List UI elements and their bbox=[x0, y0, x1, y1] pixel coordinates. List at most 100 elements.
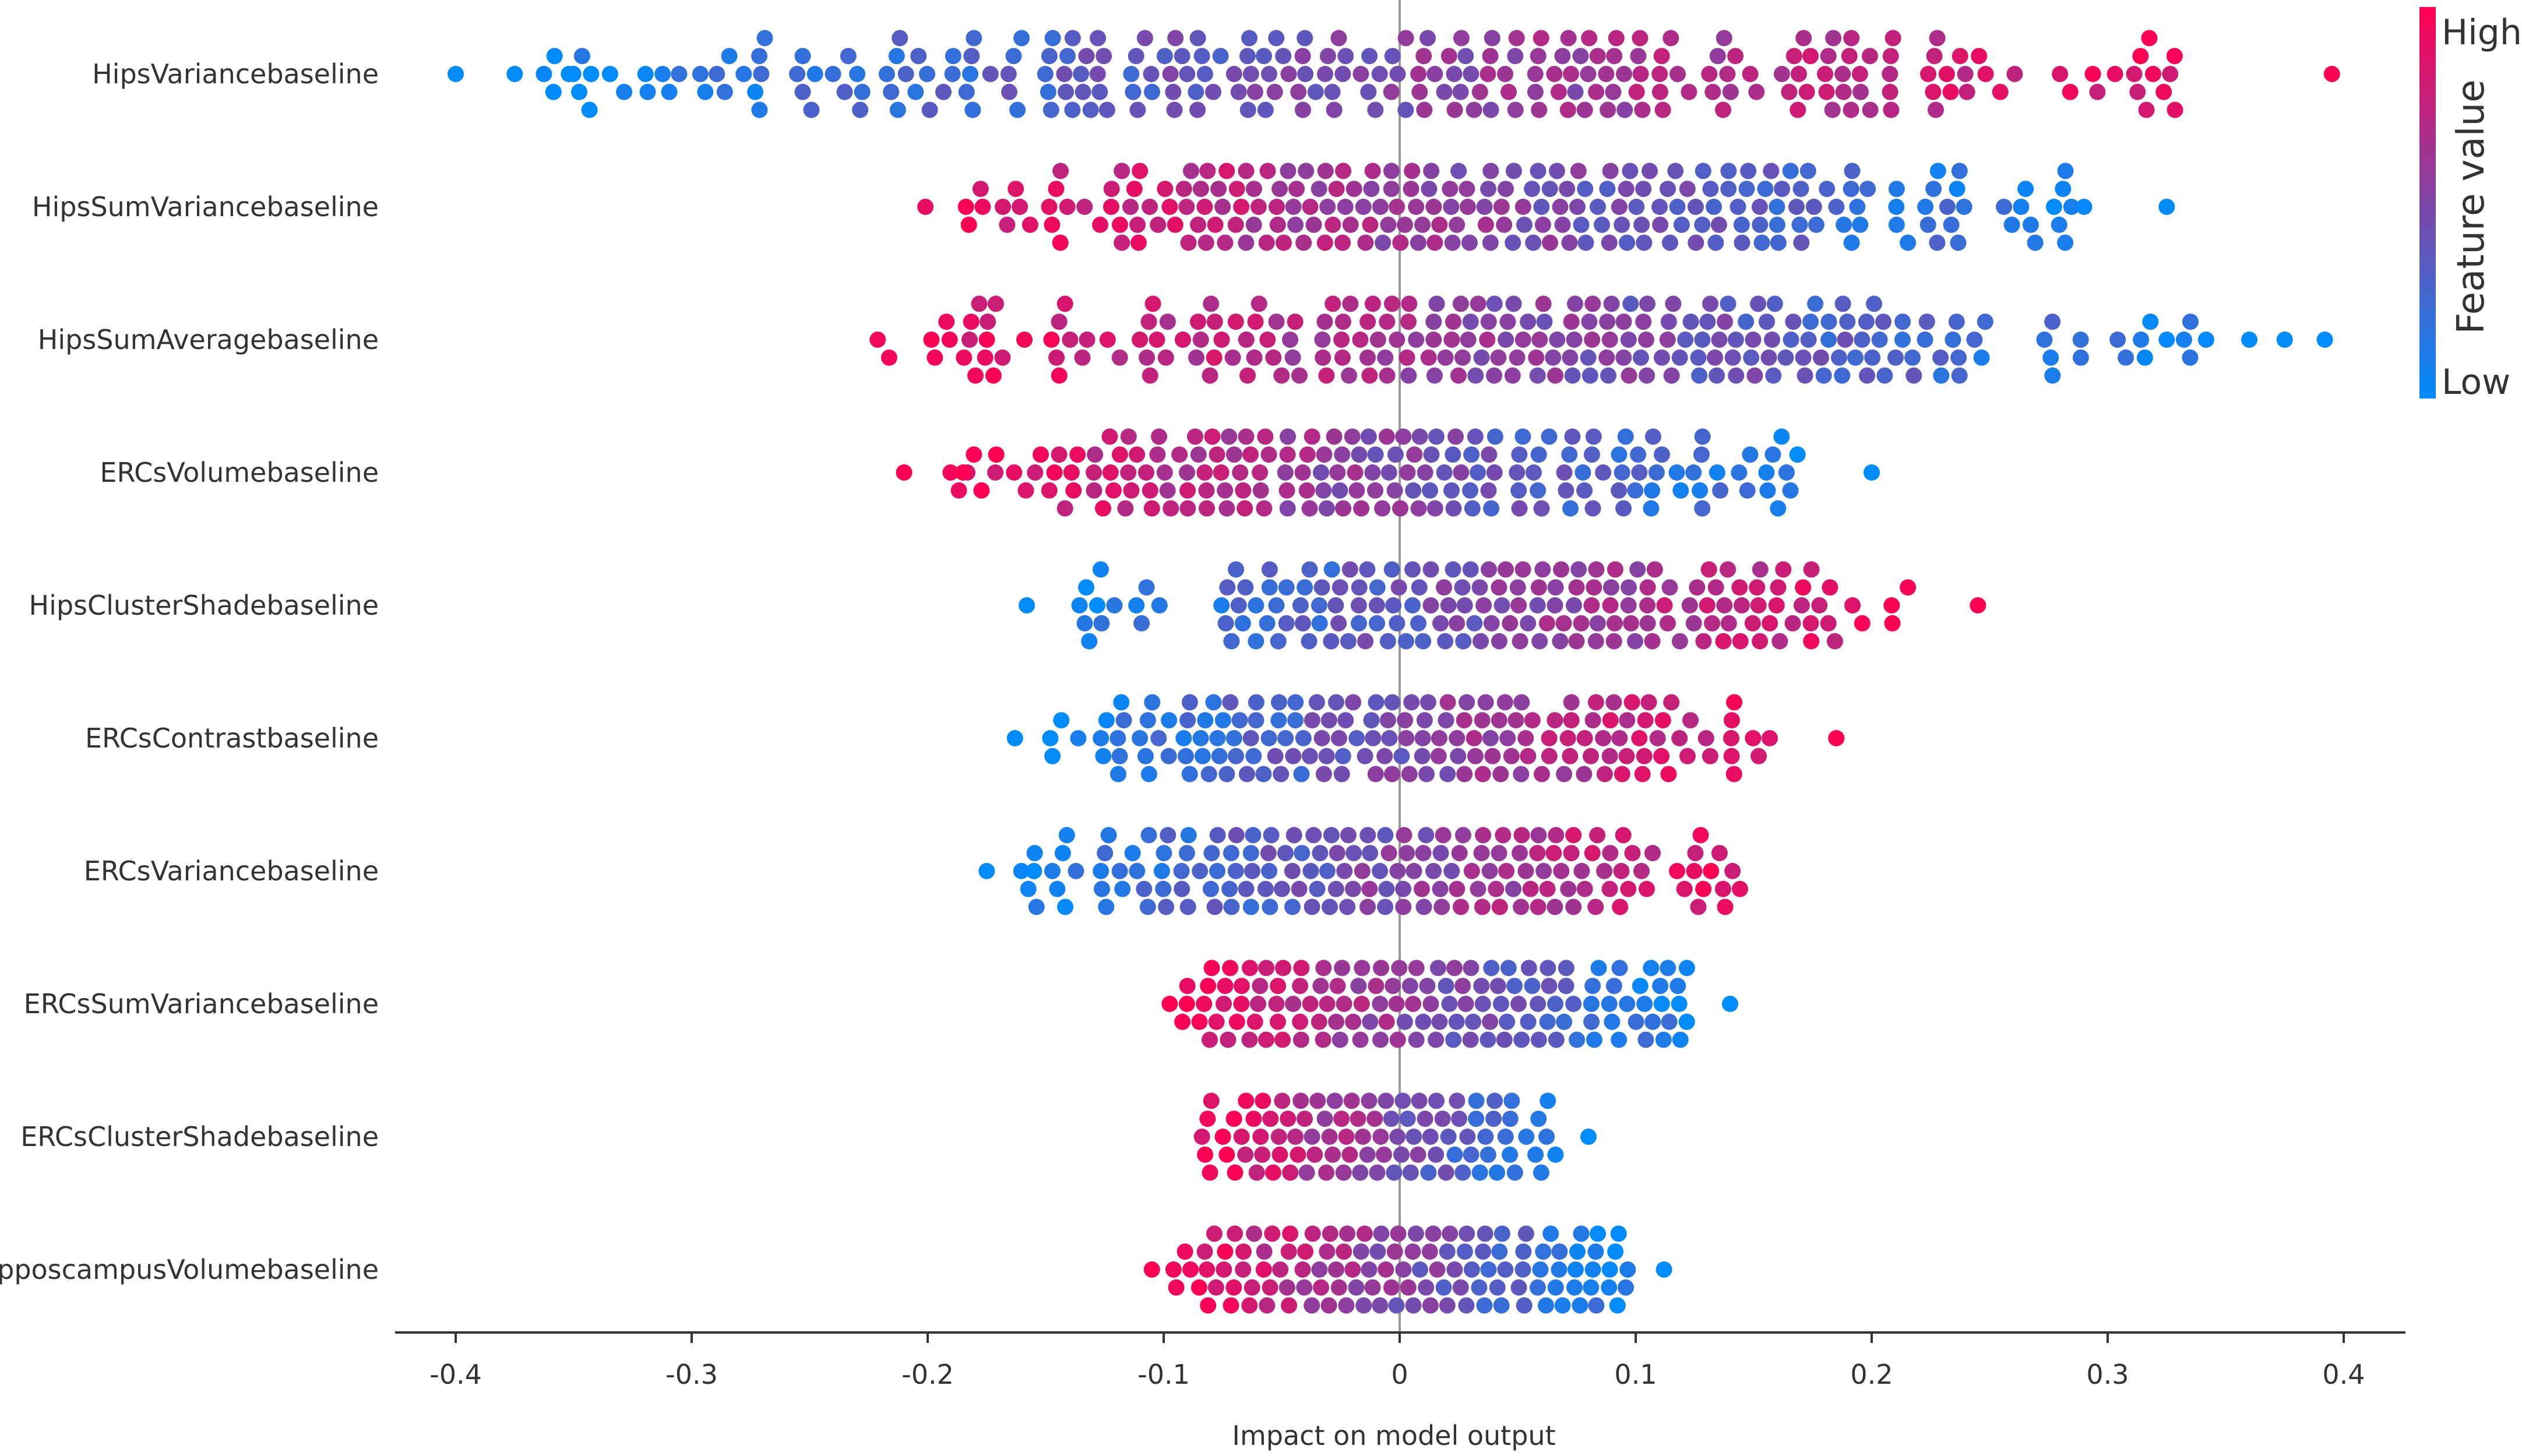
shap-point bbox=[1350, 597, 1367, 614]
shap-point bbox=[1858, 313, 1875, 330]
shap-point bbox=[1093, 615, 1110, 632]
shap-point bbox=[1583, 996, 1600, 1012]
shap-point bbox=[1416, 101, 1433, 118]
shap-point bbox=[1759, 482, 1776, 499]
shap-point bbox=[1138, 579, 1155, 596]
shap-point bbox=[1113, 694, 1130, 711]
shap-point bbox=[1709, 464, 1725, 481]
shap-point bbox=[1636, 996, 1653, 1012]
shap-point bbox=[1471, 83, 1488, 100]
shap-point bbox=[1731, 464, 1748, 481]
shap-point bbox=[1769, 199, 1785, 215]
shap-point bbox=[1764, 446, 1781, 463]
shap-point bbox=[1368, 694, 1385, 711]
shap-point bbox=[1631, 730, 1648, 746]
shap-point bbox=[1606, 615, 1623, 632]
shap-point bbox=[1298, 163, 1315, 179]
shap-point bbox=[1058, 827, 1075, 844]
shap-point bbox=[1344, 880, 1361, 897]
shap-point bbox=[1285, 827, 1302, 844]
shap-point bbox=[1538, 1129, 1555, 1145]
shap-point bbox=[1567, 83, 1584, 100]
shap-point bbox=[1463, 446, 1480, 463]
shap-point bbox=[1362, 845, 1379, 862]
shap-point bbox=[1227, 863, 1244, 879]
shap-point bbox=[1415, 845, 1432, 862]
shap-point bbox=[1945, 332, 1961, 348]
shap-point bbox=[1653, 748, 1670, 764]
shap-point bbox=[1334, 66, 1351, 82]
shap-point bbox=[1883, 597, 1900, 614]
shap-point bbox=[2129, 83, 2146, 100]
shap-point bbox=[756, 30, 773, 47]
shap-point bbox=[1529, 367, 1546, 384]
shap-point bbox=[1489, 1279, 1506, 1296]
shap-point bbox=[1383, 163, 1400, 179]
shap-point bbox=[1364, 295, 1381, 312]
shap-point bbox=[1784, 615, 1801, 632]
shap-point bbox=[1275, 48, 1292, 65]
shap-point bbox=[1178, 845, 1195, 862]
shap-point bbox=[1620, 332, 1637, 348]
shap-point bbox=[1158, 898, 1175, 915]
shap-point bbox=[1192, 332, 1209, 348]
shap-point bbox=[1344, 428, 1361, 445]
shap-point bbox=[1529, 597, 1546, 614]
shap-point bbox=[1397, 633, 1414, 650]
shap-point bbox=[1817, 66, 1834, 82]
shap-point bbox=[1587, 1243, 1604, 1260]
shap-point bbox=[803, 101, 820, 118]
shap-point bbox=[1330, 30, 1347, 47]
shap-point bbox=[1627, 482, 1644, 499]
shap-point bbox=[1122, 199, 1139, 215]
shap-point bbox=[1583, 597, 1600, 614]
shap-point bbox=[1097, 845, 1114, 862]
shap-point bbox=[1241, 1031, 1258, 1048]
shap-point bbox=[1587, 898, 1604, 915]
shap-point bbox=[1507, 712, 1524, 729]
shap-point bbox=[1297, 66, 1314, 82]
shap-point bbox=[1595, 464, 1612, 481]
shap-point bbox=[1348, 1279, 1365, 1296]
shap-point bbox=[1399, 349, 1415, 366]
shap-point bbox=[1202, 1031, 1218, 1048]
shap-point bbox=[1628, 199, 1645, 215]
shap-point bbox=[1196, 464, 1213, 481]
shap-point bbox=[1192, 730, 1209, 746]
shap-point bbox=[1431, 730, 1447, 746]
shap-point bbox=[1304, 712, 1320, 729]
shap-point bbox=[1369, 615, 1385, 632]
shap-point bbox=[1707, 234, 1724, 251]
shap-point bbox=[1894, 332, 1911, 348]
shap-point bbox=[1636, 234, 1653, 251]
shap-point bbox=[1044, 863, 1061, 879]
shap-point bbox=[1454, 978, 1471, 995]
shap-point bbox=[1662, 234, 1678, 251]
shap-point bbox=[1602, 163, 1619, 179]
shap-point bbox=[1415, 48, 1432, 65]
shap-point bbox=[1051, 367, 1068, 384]
shap-point bbox=[1614, 216, 1630, 233]
shap-point bbox=[1864, 464, 1880, 481]
shap-point bbox=[1387, 446, 1404, 463]
shap-point bbox=[1398, 730, 1415, 746]
shap-point bbox=[1144, 295, 1161, 312]
shap-point bbox=[1660, 181, 1676, 198]
shap-point bbox=[1723, 730, 1739, 746]
shap-point bbox=[2158, 332, 2175, 348]
shap-point bbox=[1476, 199, 1493, 215]
shap-point bbox=[1486, 464, 1503, 481]
shap-point bbox=[1369, 332, 1386, 348]
shap-point bbox=[1239, 367, 1256, 384]
shap-point bbox=[1862, 101, 1879, 118]
shap-point bbox=[1678, 1013, 1695, 1030]
shap-point bbox=[1414, 880, 1430, 897]
shap-point bbox=[1197, 712, 1214, 729]
shap-point bbox=[978, 332, 995, 348]
shap-point bbox=[1093, 863, 1109, 879]
shap-point bbox=[1802, 313, 1819, 330]
shap-point bbox=[1773, 428, 1790, 445]
shap-point bbox=[1261, 863, 1278, 879]
shap-point bbox=[1238, 428, 1255, 445]
shap-point bbox=[1844, 597, 1861, 614]
